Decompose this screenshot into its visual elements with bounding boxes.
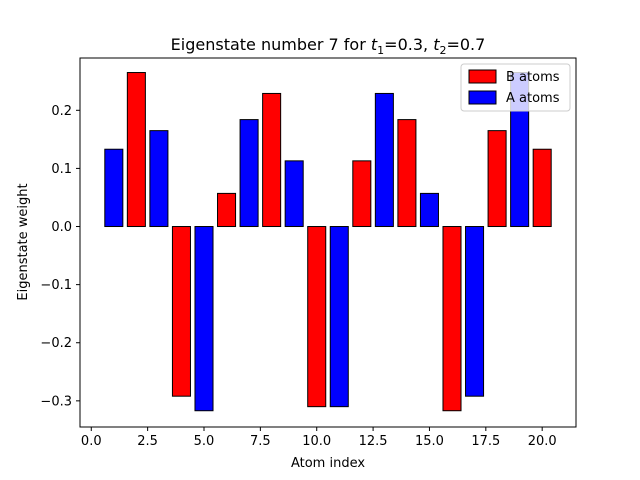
bars-group: [104, 72, 552, 412]
x-tick-label: 5.0: [194, 434, 215, 449]
x-tick-label: 0.0: [81, 434, 102, 449]
bar-a-atoms-11: [329, 226, 349, 408]
y-tick-label: 0.2: [51, 104, 72, 119]
x-tick-label: 2.5: [137, 434, 158, 449]
legend-label-a-atoms: A atoms: [506, 91, 560, 106]
bar-a-atoms-13: [374, 92, 394, 228]
bar-b-atoms-20: [532, 148, 552, 228]
bar-b-atoms-16: [442, 226, 462, 412]
plot-frame: [79, 57, 577, 428]
y-tick-label: −0.1: [40, 278, 72, 293]
x-tick-label: 7.5: [250, 434, 271, 449]
y-tick-label: −0.3: [40, 394, 72, 409]
bar-b-atoms-8: [262, 92, 282, 228]
y-tick-label: 0.0: [51, 220, 72, 235]
legend: B atoms A atoms: [460, 63, 571, 112]
bar-a-atoms-7: [239, 119, 259, 228]
bar-a-atoms-5: [194, 226, 214, 412]
bar-a-atoms-1: [104, 148, 124, 228]
x-axis-label: Atom index: [291, 456, 365, 471]
bar-b-atoms-18: [487, 130, 507, 228]
y-axis-ticks: −0.3 −0.2 −0.1 0.0 0.1 0.2: [40, 104, 80, 409]
bar-b-atoms-12: [352, 160, 372, 228]
bar-a-atoms-17: [465, 226, 485, 397]
bar-b-atoms-4: [171, 226, 191, 397]
bar-a-atoms-15: [419, 192, 439, 228]
bar-b-atoms-2: [126, 72, 146, 228]
x-tick-label: 17.5: [471, 434, 500, 449]
chart-title: Eigenstate number 7 for t1=0.3, t2=0.7: [171, 35, 486, 57]
bar-a-atoms-3: [149, 130, 169, 228]
x-axis-ticks: 0.0 2.5 5.0 7.5 10.0 12.5 15.0 17.5 20.0: [81, 427, 557, 449]
y-axis-label: Eigenstate weight: [16, 183, 31, 300]
y-tick-label: 0.1: [51, 162, 72, 177]
bar-a-atoms-9: [284, 160, 304, 228]
x-tick-label: 15.0: [415, 434, 444, 449]
x-tick-label: 10.0: [302, 434, 331, 449]
bar-b-atoms-6: [217, 192, 237, 228]
bar-b-atoms-10: [307, 226, 327, 408]
bar-b-atoms-14: [397, 119, 417, 228]
legend-swatch-a-atoms: [468, 90, 497, 105]
x-tick-label: 12.5: [359, 434, 388, 449]
legend-swatch-b-atoms: [468, 69, 497, 84]
legend-label-b-atoms: B atoms: [506, 70, 560, 85]
y-tick-label: −0.2: [40, 336, 72, 351]
x-tick-label: 20.0: [528, 434, 557, 449]
